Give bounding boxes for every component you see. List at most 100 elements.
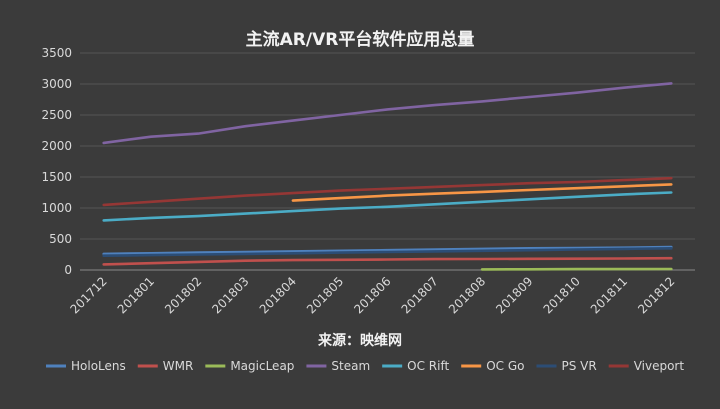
chart-title: 主流AR/VR平台软件应用总量 xyxy=(246,29,475,50)
data-point xyxy=(623,87,625,89)
legend-label: Steam xyxy=(331,359,370,373)
data-point xyxy=(576,249,578,251)
series-lines xyxy=(103,83,672,271)
data-point xyxy=(339,197,341,199)
data-point xyxy=(387,259,389,261)
y-tick-label: 1500 xyxy=(41,170,72,184)
data-point xyxy=(387,195,389,197)
data-point xyxy=(103,220,105,222)
data-point xyxy=(292,192,294,194)
data-point xyxy=(292,210,294,212)
data-point xyxy=(387,188,389,190)
data-point xyxy=(576,258,578,260)
x-tick-label: 201808 xyxy=(446,274,488,316)
data-point xyxy=(670,247,672,249)
data-point xyxy=(434,104,436,106)
data-point xyxy=(245,213,247,215)
source-note: 来源：映维网 xyxy=(317,332,402,349)
data-point xyxy=(434,203,436,205)
data-point xyxy=(670,184,672,186)
data-point xyxy=(481,258,483,260)
data-point xyxy=(529,249,531,251)
data-point xyxy=(529,96,531,98)
legend-item: PS VR xyxy=(536,359,596,373)
x-tick-label: 201812 xyxy=(635,274,677,316)
y-tick-label: 0 xyxy=(64,263,72,277)
legend-label: WMR xyxy=(163,359,194,373)
data-point xyxy=(434,258,436,260)
data-point xyxy=(245,125,247,127)
data-point xyxy=(245,195,247,197)
x-tick-label: 201810 xyxy=(541,274,583,316)
data-point xyxy=(529,258,531,260)
data-point xyxy=(339,208,341,210)
legend-label: OC Rift xyxy=(407,359,449,373)
legend-label: Viveport xyxy=(634,359,685,373)
data-point xyxy=(670,83,672,85)
data-point xyxy=(339,190,341,192)
data-point xyxy=(529,182,531,184)
x-tick-label: 201811 xyxy=(588,274,630,316)
data-point xyxy=(197,254,199,256)
x-tick-label: 201805 xyxy=(304,274,346,316)
data-point xyxy=(434,186,436,188)
data-point xyxy=(197,133,199,135)
series-line-steam xyxy=(104,83,672,142)
legend-item: Viveport xyxy=(609,359,685,373)
series-line-viveport xyxy=(104,178,672,205)
data-point xyxy=(197,261,199,263)
data-point xyxy=(529,189,531,191)
data-point xyxy=(387,109,389,111)
x-tick-label: 201802 xyxy=(162,274,204,316)
data-point xyxy=(670,192,672,194)
x-tick-label: 201712 xyxy=(67,274,109,316)
data-point xyxy=(103,255,105,257)
data-point xyxy=(197,215,199,217)
data-point xyxy=(576,92,578,94)
x-tick-label: 201801 xyxy=(115,274,157,316)
data-point xyxy=(481,184,483,186)
data-point xyxy=(292,200,294,202)
data-point xyxy=(576,196,578,198)
data-point xyxy=(623,194,625,196)
data-point xyxy=(197,198,199,200)
data-point xyxy=(670,177,672,179)
data-point xyxy=(481,101,483,103)
legend-label: MagicLeap xyxy=(230,359,294,373)
legend-item: MagicLeap xyxy=(205,359,294,373)
x-tick-label: 201806 xyxy=(351,274,393,316)
legend-label: HoloLens xyxy=(71,359,126,373)
x-tick-label: 201803 xyxy=(209,274,251,316)
data-point xyxy=(150,262,152,264)
data-point xyxy=(529,268,531,270)
data-point xyxy=(623,268,625,270)
data-point xyxy=(481,201,483,203)
x-tick-label: 201804 xyxy=(257,274,299,316)
y-tick-label: 3500 xyxy=(41,46,72,60)
data-point xyxy=(150,254,152,256)
data-point xyxy=(339,259,341,261)
data-point xyxy=(623,185,625,187)
data-point xyxy=(623,258,625,260)
data-point xyxy=(150,217,152,219)
legend-item: WMR xyxy=(138,359,194,373)
data-point xyxy=(434,193,436,195)
data-point xyxy=(623,248,625,250)
y-tick-label: 2000 xyxy=(41,139,72,153)
data-point xyxy=(292,120,294,122)
legend-label: PS VR xyxy=(561,359,596,373)
x-tick-label: 201809 xyxy=(493,274,535,316)
data-point xyxy=(529,198,531,200)
data-point xyxy=(481,269,483,271)
data-point xyxy=(623,179,625,181)
y-tick-label: 2500 xyxy=(41,108,72,122)
data-point xyxy=(245,260,247,262)
data-point xyxy=(150,136,152,138)
legend-item: Steam xyxy=(306,359,370,373)
data-point xyxy=(150,201,152,203)
